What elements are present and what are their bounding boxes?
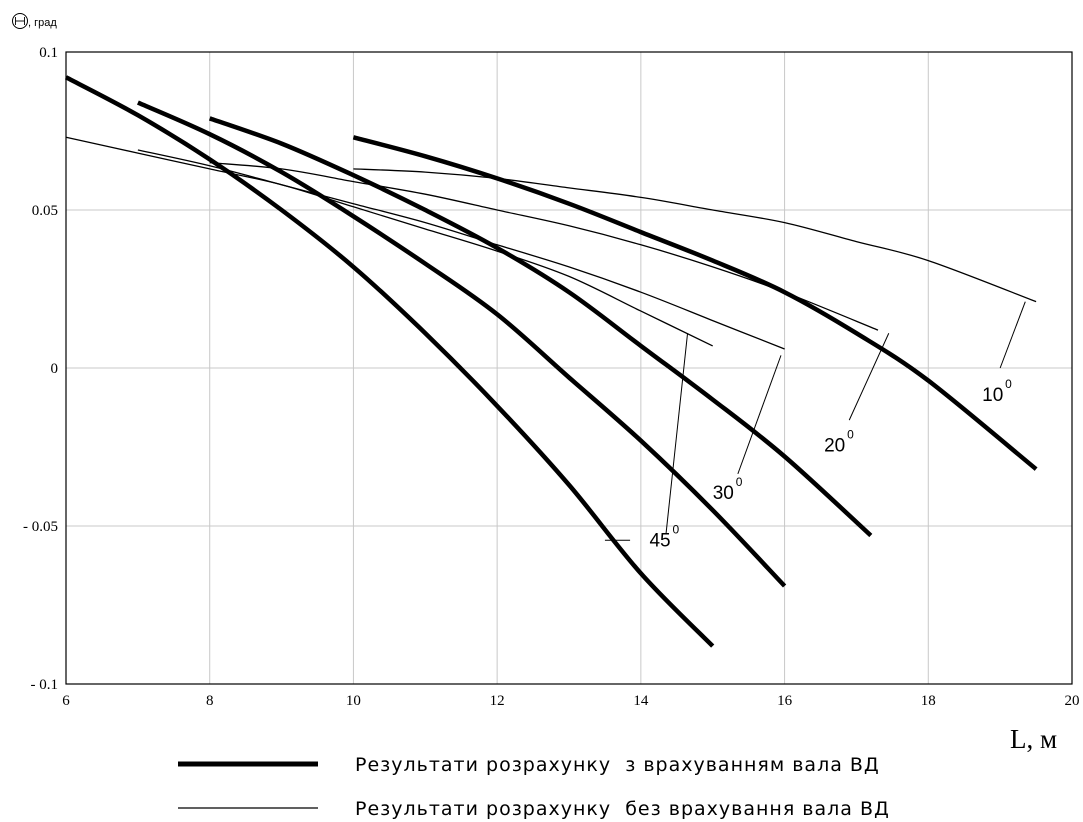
annotation-degree-10: 0 (1005, 377, 1012, 391)
legend-label-thick: Результати розрахунку з врахуванням вала… (355, 754, 880, 776)
y-tick-label-2: 0 (51, 361, 59, 377)
annotation-degree-20: 0 (847, 428, 854, 442)
series-line-without_shaft-30 (137, 149, 785, 350)
y-tick-label-3: - 0.05 (23, 519, 58, 535)
x-tick-label-8: 8 (206, 693, 214, 709)
annotation-label-20: 20 (824, 436, 845, 457)
legend: Результати розрахунку з врахуванням вала… (178, 754, 890, 820)
plot-frame (65, 51, 1073, 685)
annotation-label-10: 10 (982, 385, 1003, 406)
annotation-leader-45-1 (665, 333, 689, 534)
x-tick-label-16: 16 (777, 693, 793, 709)
y-tick-labels: 0.1 0.05 0 - 0.05 - 0.1 (23, 45, 58, 693)
y-tick-label-4: - 0.1 (31, 677, 59, 693)
x-tick-label-6: 6 (62, 693, 70, 709)
legend-label-thin: Результати розрахунку без врахування вал… (355, 798, 890, 820)
annotation-leader-30-0 (737, 355, 782, 475)
series-line-without_shaft-10 (353, 168, 1037, 303)
annotation-label-45: 45 (649, 531, 670, 552)
series-line-with_shaft-10 (352, 135, 1038, 471)
annotation-leader-10-0 (999, 301, 1026, 369)
y-tick-label-1: 0.05 (32, 203, 58, 219)
x-tick-label-12: 12 (490, 693, 505, 709)
annotation-label-30: 30 (713, 483, 734, 504)
annotation-leader-20-0 (848, 333, 890, 421)
theta-symbol-circle (12, 13, 28, 29)
plot-border (65, 51, 1073, 685)
x-tick-label-10: 10 (346, 693, 361, 709)
series-line-with_shaft-45 (64, 75, 715, 648)
x-tick-label-20: 20 (1065, 693, 1080, 709)
series-line-with_shaft-30 (136, 100, 787, 588)
series-lines (64, 75, 1038, 648)
annotation-degree-45: 0 (672, 523, 679, 537)
grid (66, 52, 1072, 684)
x-tick-labels: 6 8 10 12 14 16 18 20 (62, 693, 1079, 709)
y-axis-unit: , град (28, 17, 57, 29)
series-line-without_shaft-45 (65, 136, 713, 347)
series-line-without_shaft-20 (209, 161, 879, 331)
x-axis-label: L, м (1010, 724, 1057, 754)
x-tick-label-18: 18 (921, 693, 936, 709)
series-line-with_shaft-20 (208, 116, 873, 538)
y-axis-label: , град (12, 13, 57, 29)
annotation-degree-30: 0 (736, 475, 743, 489)
y-tick-label-0: 0.1 (39, 45, 58, 61)
x-tick-label-14: 14 (633, 693, 649, 709)
